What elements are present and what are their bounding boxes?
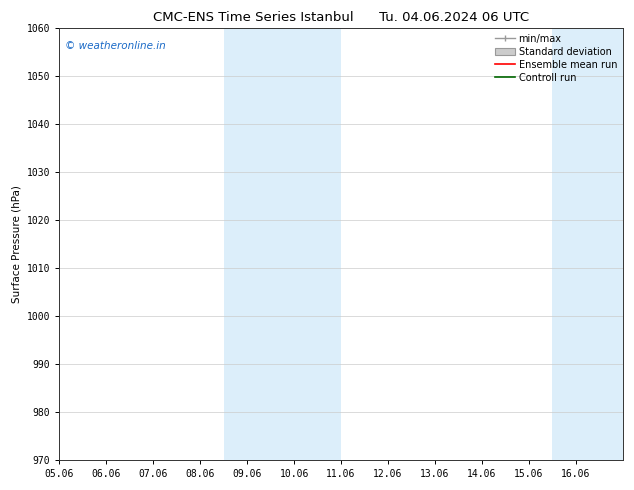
Bar — [224, 28, 341, 460]
Text: © weatheronline.in: © weatheronline.in — [65, 41, 165, 51]
Title: CMC-ENS Time Series Istanbul      Tu. 04.06.2024 06 UTC: CMC-ENS Time Series Istanbul Tu. 04.06.2… — [153, 11, 529, 24]
Legend: min/max, Standard deviation, Ensemble mean run, Controll run: min/max, Standard deviation, Ensemble me… — [493, 31, 620, 86]
Y-axis label: Surface Pressure (hPa): Surface Pressure (hPa) — [11, 185, 21, 303]
Bar — [552, 28, 623, 460]
